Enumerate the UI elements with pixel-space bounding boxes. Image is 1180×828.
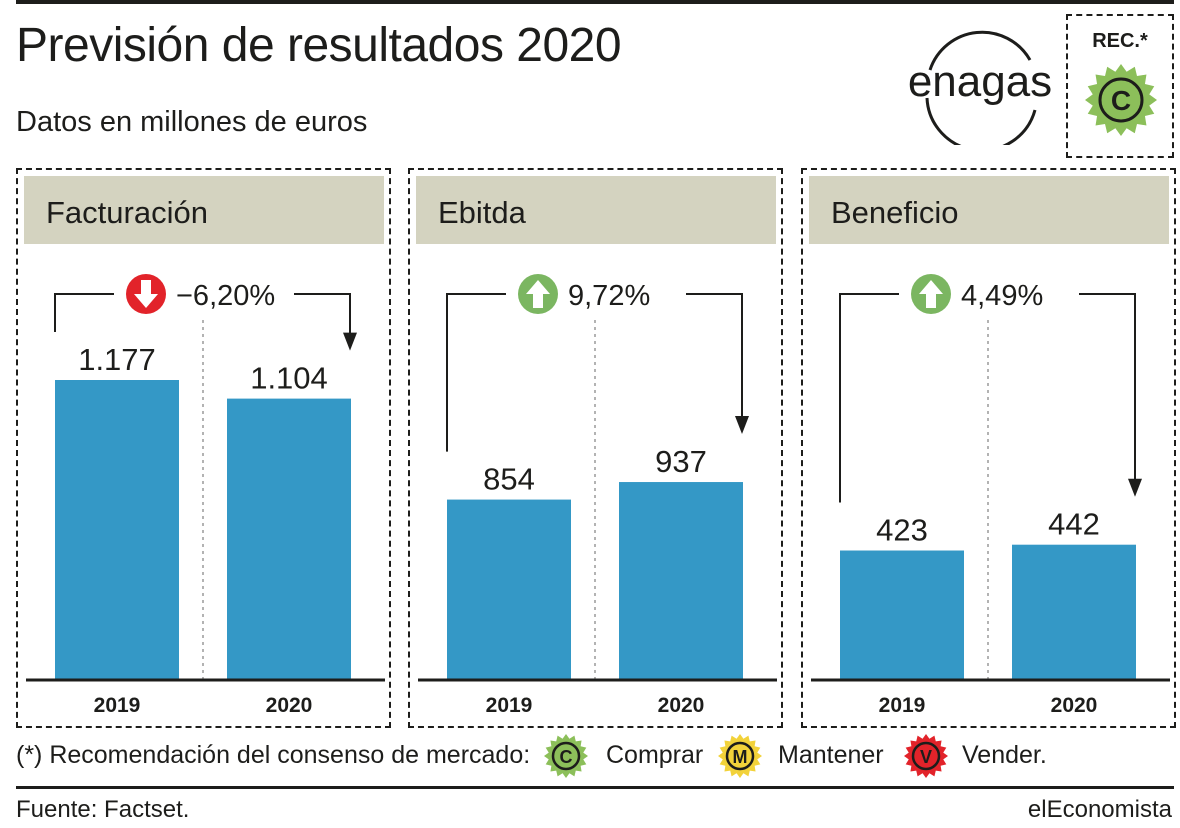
bar-2019 xyxy=(447,499,571,680)
change-connector-right xyxy=(686,293,743,419)
recommendation-label: REC.* xyxy=(1092,30,1148,52)
change-arrowhead xyxy=(1128,478,1142,497)
panel-title: Ebitda xyxy=(438,195,526,230)
panel-title: Facturación xyxy=(46,195,208,230)
change-connector-left xyxy=(839,293,899,503)
down-arrow-icon xyxy=(126,274,166,314)
bar-2019 xyxy=(55,380,179,680)
change-label: −6,20% xyxy=(176,280,275,312)
panel-header: Ebitda xyxy=(416,176,776,244)
legend: (*) Recomendación del consenso de mercad… xyxy=(16,733,1176,779)
change-connector-left xyxy=(54,293,114,332)
bar-2020 xyxy=(619,482,743,680)
comprar-badge-icon: C xyxy=(544,734,588,778)
vender-badge-icon: V xyxy=(904,734,948,778)
legend-intro: (*) Recomendación del consenso de mercad… xyxy=(16,741,531,769)
up-arrow-icon xyxy=(911,274,951,314)
up-arrow-icon xyxy=(518,274,558,314)
mantener-badge-icon: M xyxy=(718,734,762,778)
category-label-2020: 2020 xyxy=(1051,694,1098,717)
category-label-2020: 2020 xyxy=(266,694,313,717)
category-label-2019: 2019 xyxy=(879,694,926,717)
panel-ebitda: Ebitda 854 937 2019 2020 9,72% xyxy=(408,168,783,728)
value-label-2020: 442 xyxy=(1048,507,1100,542)
enagas-logo: enagas xyxy=(895,20,1065,153)
brand-signature: elEconomista xyxy=(1027,796,1172,823)
panel-facturacion: Facturación 1.177 1.104 2019 2020 −6,20% xyxy=(16,168,391,728)
legend-mantener: Mantener xyxy=(778,741,884,769)
panel-header: Facturación xyxy=(24,176,384,244)
bar-2020 xyxy=(227,398,351,680)
mantener-letter: M xyxy=(733,747,748,767)
chart-beneficio: 423 442 2019 2020 4,49% xyxy=(811,274,1170,717)
comprar-letter: C xyxy=(560,747,573,767)
recommendation-badge-icon: C xyxy=(1085,64,1157,136)
value-label-2019: 1.177 xyxy=(78,342,156,377)
chart-facturacion: 1.177 1.104 2019 2020 −6,20% xyxy=(26,274,385,717)
recommendation-box: REC.* C xyxy=(1066,14,1174,158)
category-label-2020: 2020 xyxy=(658,694,705,717)
change-arrowhead xyxy=(343,332,357,351)
chart-ebitda: 854 937 2019 2020 9,72% xyxy=(418,274,777,717)
value-label-2020: 937 xyxy=(655,444,707,479)
legend-comprar: Comprar xyxy=(606,741,704,769)
top-rule xyxy=(16,0,1174,4)
change-connector-right xyxy=(294,293,351,335)
value-label-2020: 1.104 xyxy=(250,361,328,396)
change-arrowhead xyxy=(735,416,749,435)
source-note: Fuente: Factset. xyxy=(16,796,190,823)
change-connector-left xyxy=(446,293,506,452)
legend-vender: Vender. xyxy=(962,741,1047,769)
bar-2019 xyxy=(840,550,964,680)
bottom-rule xyxy=(16,786,1174,789)
panel-header: Beneficio xyxy=(809,176,1169,244)
value-label-2019: 423 xyxy=(876,513,928,548)
value-label-2019: 854 xyxy=(483,462,535,497)
category-label-2019: 2019 xyxy=(486,694,533,717)
bar-2020 xyxy=(1012,544,1136,680)
page-subtitle: Datos en millones de euros xyxy=(16,106,368,138)
page-title: Previsión de resultados 2020 xyxy=(16,19,622,72)
recommendation-letter: C xyxy=(1111,85,1131,116)
logo-text: enagas xyxy=(908,57,1052,106)
panel-beneficio: Beneficio 423 442 2019 2020 4,49% xyxy=(801,168,1176,728)
panel-title: Beneficio xyxy=(831,195,959,230)
change-label: 4,49% xyxy=(961,280,1043,312)
change-label: 9,72% xyxy=(568,280,650,312)
change-connector-right xyxy=(1079,293,1136,481)
vender-letter: V xyxy=(920,747,932,767)
category-label-2019: 2019 xyxy=(94,694,141,717)
